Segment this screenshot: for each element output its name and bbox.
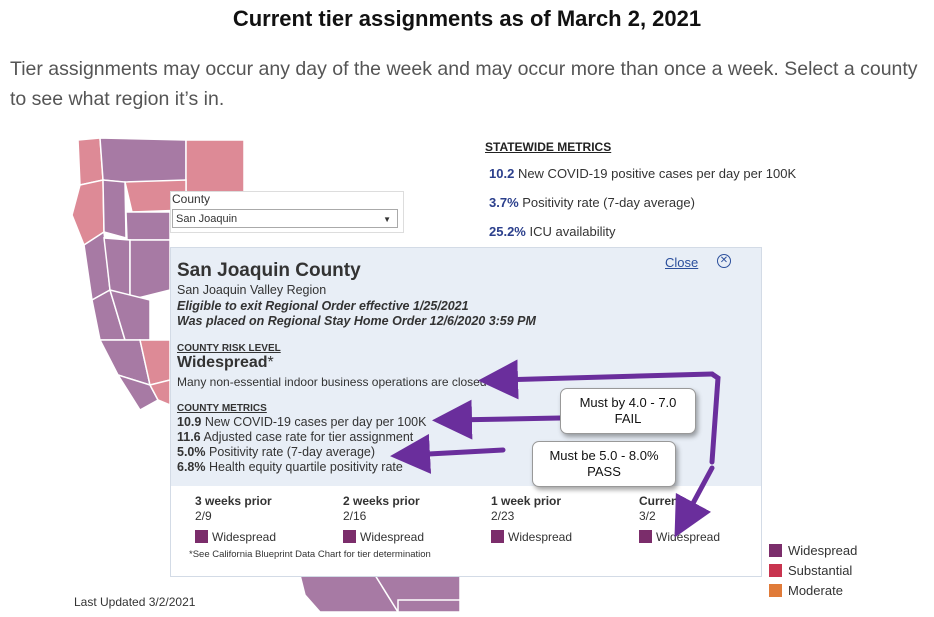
- county-metric-value: 10.9: [177, 415, 202, 429]
- county-tehama[interactable]: [125, 211, 171, 241]
- callout-fail-line1: Must by 4.0 - 7.0: [579, 395, 677, 410]
- history-tier: Widespread: [195, 530, 276, 544]
- history-tier-label: Widespread: [656, 530, 721, 544]
- county-selector: County San Joaquin ▼: [170, 191, 404, 233]
- county-metric-label: Health equity quartile positivity rate: [208, 460, 403, 474]
- history-date: 2/23: [491, 509, 515, 523]
- county-metrics-heading: COUNTY METRICS: [177, 403, 267, 414]
- legend-swatch: [769, 563, 782, 577]
- close-link[interactable]: Close: [665, 255, 699, 270]
- statewide-metrics: STATEWIDE METRICS 10.2 New COVID-19 posi…: [485, 140, 796, 253]
- history-label: 3 weeks prior: [195, 494, 272, 508]
- history-date: 3/2: [639, 509, 656, 523]
- county-dropdown[interactable]: San Joaquin ▼: [172, 209, 398, 228]
- statewide-metrics-title: STATEWIDE METRICS: [485, 140, 612, 154]
- statewide-metric-value: 10.2: [489, 166, 515, 181]
- callout-pass: Must be 5.0 - 8.0% PASS: [532, 441, 676, 487]
- tier-history-item: Current 3/2 Widespread: [639, 494, 720, 544]
- statewide-metric-value: 3.7%: [489, 195, 519, 210]
- risk-level-value: Widespread: [177, 354, 268, 371]
- callout-pass-line2: PASS: [587, 464, 621, 479]
- risk-level-star: *: [267, 354, 274, 371]
- tier-legend: Widespread Substantial Moderate: [769, 540, 857, 600]
- legend-swatch: [769, 583, 782, 597]
- statewide-metric-row: 25.2% ICU availability: [489, 224, 796, 239]
- legend-item: Widespread: [769, 540, 857, 560]
- county-metric-row: 5.0% Positivity rate (7-day average): [177, 445, 375, 459]
- statewide-metric-value: 25.2%: [489, 224, 526, 239]
- history-tier-label: Widespread: [508, 530, 573, 544]
- last-updated: Last Updated 3/2/2021: [74, 595, 196, 609]
- history-label: 1 week prior: [491, 494, 562, 508]
- tier-history-item: 3 weeks prior 2/9 Widespread: [195, 494, 276, 544]
- county-selected-value: San Joaquin: [176, 213, 238, 225]
- legend-swatch: [769, 543, 782, 557]
- tier-swatch: [639, 530, 652, 543]
- legend-label: Moderate: [788, 582, 843, 598]
- callout-fail: Must by 4.0 - 7.0 FAIL: [560, 388, 696, 434]
- risk-description: Many non-essential indoor business opera…: [177, 375, 487, 389]
- county-metric-label: Positivity rate (7-day average): [208, 445, 376, 459]
- tier-swatch: [195, 530, 208, 543]
- tier-swatch: [343, 530, 356, 543]
- county-metric-value: 5.0%: [177, 445, 206, 459]
- history-date: 2/16: [343, 509, 367, 523]
- county-imperial[interactable]: [397, 599, 461, 613]
- county-trinity[interactable]: [102, 179, 127, 239]
- legend-label: Substantial: [788, 562, 853, 578]
- county-metric-value: 6.8%: [177, 460, 206, 474]
- statewide-metric-label: Positivity rate (7-day average): [522, 195, 695, 210]
- history-date: 2/9: [195, 509, 212, 523]
- popup-exit-line: Eligible to exit Regional Order effectiv…: [177, 299, 469, 313]
- intro-text: Tier assignments may occur any day of th…: [10, 58, 918, 110]
- statewide-metric-label: New COVID-19 positive cases per day per …: [517, 166, 797, 181]
- popup-placed-line: Was placed on Regional Stay Home Order 1…: [177, 314, 536, 328]
- county-select-label: County: [172, 192, 211, 206]
- history-tier-label: Widespread: [212, 530, 277, 544]
- county-metric-row: 11.6 Adjusted case rate for tier assignm…: [177, 430, 413, 444]
- history-label: 2 weeks prior: [343, 494, 420, 508]
- county-metric-row: 6.8% Health equity quartile positivity r…: [177, 460, 403, 474]
- tier-history-panel: [171, 486, 761, 576]
- tier-swatch: [491, 530, 504, 543]
- county-lake[interactable]: [129, 239, 171, 301]
- county-del-norte[interactable]: [77, 137, 104, 186]
- county-modoc[interactable]: [185, 139, 245, 193]
- county-metric-value: 11.6: [177, 430, 201, 444]
- statewide-metric-label: ICU availability: [529, 224, 616, 239]
- popup-region: San Joaquin Valley Region: [177, 283, 327, 297]
- tier-footnote: *See California Blueprint Data Chart for…: [189, 549, 431, 560]
- tier-history-item: 1 week prior 2/23 Widespread: [491, 494, 572, 544]
- history-tier-label: Widespread: [360, 530, 425, 544]
- callout-fail-line2: FAIL: [614, 411, 642, 426]
- risk-level: Widespread*: [177, 354, 274, 372]
- county-metric-label: Adjusted case rate for tier assignment: [203, 430, 414, 444]
- page-title: Current tier assignments as of March 2, …: [232, 6, 702, 31]
- callout-pass-line1: Must be 5.0 - 8.0%: [549, 448, 659, 463]
- chevron-down-icon[interactable]: ▼: [383, 215, 391, 224]
- legend-item: Substantial: [769, 560, 857, 580]
- legend-item: Moderate: [769, 580, 857, 600]
- county-siskiyou[interactable]: [99, 137, 187, 186]
- history-tier: Widespread: [343, 530, 424, 544]
- close-icon[interactable]: ✕: [717, 254, 731, 268]
- county-metric-row: 10.9 New COVID-19 cases per day per 100K: [177, 415, 426, 429]
- history-label: Current: [639, 494, 683, 508]
- history-tier: Widespread: [491, 530, 572, 544]
- legend-label: Widespread: [788, 542, 858, 558]
- risk-level-heading: COUNTY RISK LEVEL: [177, 343, 281, 354]
- statewide-metric-row: 3.7% Positivity rate (7-day average): [489, 195, 796, 210]
- tier-history-item: 2 weeks prior 2/16 Widespread: [343, 494, 424, 544]
- statewide-metric-row: 10.2 New COVID-19 positive cases per day…: [489, 166, 796, 181]
- popup-county-name: San Joaquin County: [177, 260, 361, 281]
- county-metric-label: New COVID-19 cases per day per 100K: [204, 415, 427, 429]
- history-tier: Widespread: [639, 530, 720, 544]
